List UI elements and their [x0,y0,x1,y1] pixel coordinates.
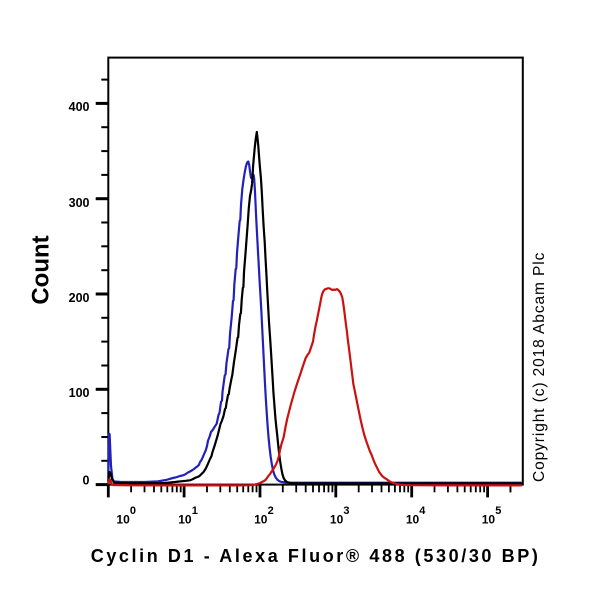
svg-text:Copyright (c) 2018 Abcam Plc: Copyright (c) 2018 Abcam Plc [531,252,548,482]
svg-text:10: 10 [254,512,268,526]
svg-text:100: 100 [69,386,90,400]
svg-text:3: 3 [343,505,349,517]
svg-text:300: 300 [69,196,90,210]
svg-text:5: 5 [495,505,501,517]
svg-text:2: 2 [268,505,274,517]
svg-text:10: 10 [116,512,130,526]
svg-text:0: 0 [130,505,136,517]
svg-text:400: 400 [69,100,90,114]
svg-text:0: 0 [83,473,90,487]
svg-text:10: 10 [330,512,344,526]
svg-text:10: 10 [406,512,420,526]
svg-text:1: 1 [192,505,198,517]
svg-text:10: 10 [178,512,192,526]
svg-text:10: 10 [482,512,496,526]
svg-text:Count: Count [28,235,55,304]
svg-text:Cyclin D1 - Alexa Fluor® 488 (: Cyclin D1 - Alexa Fluor® 488 (530/30 BP) [91,546,541,566]
svg-text:200: 200 [69,291,90,305]
svg-text:4: 4 [419,505,426,517]
